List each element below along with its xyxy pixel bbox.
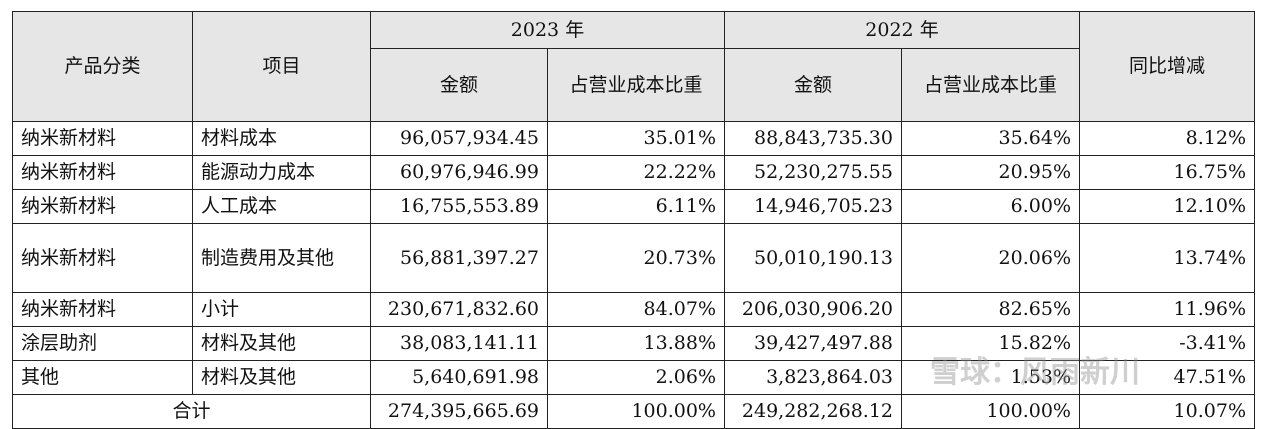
- table-row: 纳米新材料 制造费用及其他 56,881,397.27 20.73% 50,01…: [12, 223, 1255, 293]
- cell-total-yoy: 10.07%: [1079, 394, 1255, 429]
- cell-amount-2023: 16,755,553.89: [370, 189, 548, 224]
- cell-total-label: 合计: [12, 394, 371, 429]
- header-product-category: 产品分类: [12, 11, 193, 122]
- cell-amount-2022: 88,843,735.30: [724, 121, 902, 156]
- cell-item: 人工成本: [192, 189, 371, 224]
- cell-ratio-2022: 82.65%: [901, 292, 1080, 327]
- cell-amount-2022: 52,230,275.55: [724, 155, 902, 190]
- table-row: 其他 材料及其他 5,640,691.98 2.06% 3,823,864.03…: [12, 360, 1255, 395]
- cell-ratio-2022: 15.82%: [901, 326, 1080, 361]
- table-row: 纳米新材料 人工成本 16,755,553.89 6.11% 14,946,70…: [12, 189, 1255, 224]
- cell-amount-2023: 230,671,832.60: [370, 292, 548, 327]
- header-item: 项目: [192, 11, 371, 122]
- cell-ratio-2023: 13.88%: [547, 326, 725, 361]
- cell-total-amount-2022: 249,282,268.12: [724, 394, 902, 429]
- cell-amount-2022: 39,427,497.88: [724, 326, 902, 361]
- cell-ratio-2022: 35.64%: [901, 121, 1080, 156]
- header-amount-2023: 金额: [370, 48, 548, 122]
- cell-yoy: -3.41%: [1079, 326, 1255, 361]
- cell-item: 材料及其他: [192, 360, 371, 395]
- cell-amount-2023: 38,083,141.11: [370, 326, 548, 361]
- cell-ratio-2022: 20.95%: [901, 155, 1080, 190]
- cell-total-ratio-2022: 100.00%: [901, 394, 1080, 429]
- cell-yoy: 47.51%: [1079, 360, 1255, 395]
- cell-ratio-2022: 20.06%: [901, 223, 1080, 293]
- cell-amount-2022: 14,946,705.23: [724, 189, 902, 224]
- cell-total-ratio-2023: 100.00%: [547, 394, 725, 429]
- cell-yoy: 13.74%: [1079, 223, 1255, 293]
- cell-item: 小计: [192, 292, 371, 327]
- header-yoy-change: 同比增减: [1079, 11, 1255, 122]
- cell-category: 纳米新材料: [12, 292, 193, 327]
- table-row: 纳米新材料 材料成本 96,057,934.45 35.01% 88,843,7…: [12, 121, 1255, 156]
- cell-amount-2022: 3,823,864.03: [724, 360, 902, 395]
- cell-ratio-2022: 6.00%: [901, 189, 1080, 224]
- header-ratio-2022: 占营业成本比重: [901, 48, 1080, 122]
- cell-amount-2023: 96,057,934.45: [370, 121, 548, 156]
- table-row: 涂层助剂 材料及其他 38,083,141.11 13.88% 39,427,4…: [12, 326, 1255, 361]
- cell-ratio-2023: 6.11%: [547, 189, 725, 224]
- cell-yoy: 11.96%: [1079, 292, 1255, 327]
- cell-item: 材料及其他: [192, 326, 371, 361]
- cell-ratio-2023: 20.73%: [547, 223, 725, 293]
- cell-yoy: 12.10%: [1079, 189, 1255, 224]
- watermark: 雪球：风雨新川: [930, 355, 1140, 390]
- cell-ratio-2023: 22.22%: [547, 155, 725, 190]
- total-row: 合计 274,395,665.69 100.00% 249,282,268.12…: [12, 394, 1255, 429]
- cost-composition-table: 产品分类 项目 2023 年 2022 年 同比增减 金额 占营业成本比重 金额…: [12, 11, 1255, 429]
- cell-ratio-2022: 1.53%: [901, 360, 1080, 395]
- cell-category: 纳米新材料: [12, 223, 193, 293]
- cell-ratio-2023: 84.07%: [547, 292, 725, 327]
- cell-amount-2022: 206,030,906.20: [724, 292, 902, 327]
- cell-ratio-2023: 35.01%: [547, 121, 725, 156]
- cell-ratio-2023: 2.06%: [547, 360, 725, 395]
- cell-amount-2023: 5,640,691.98: [370, 360, 548, 395]
- header-amount-2022: 金额: [724, 48, 902, 122]
- cell-category: 涂层助剂: [12, 326, 193, 361]
- header-year-2023: 2023 年: [370, 11, 725, 49]
- cell-item: 材料成本: [192, 121, 371, 156]
- table-row: 纳米新材料 能源动力成本 60,976,946.99 22.22% 52,230…: [12, 155, 1255, 190]
- cell-category: 纳米新材料: [12, 155, 193, 190]
- cell-amount-2023: 60,976,946.99: [370, 155, 548, 190]
- cell-total-amount-2023: 274,395,665.69: [370, 394, 548, 429]
- table-row: 纳米新材料 小计 230,671,832.60 84.07% 206,030,9…: [12, 292, 1255, 327]
- cell-amount-2022: 50,010,190.13: [724, 223, 902, 293]
- cell-item: 能源动力成本: [192, 155, 371, 190]
- cell-amount-2023: 56,881,397.27: [370, 223, 548, 293]
- cell-category: 其他: [12, 360, 193, 395]
- header-ratio-2023: 占营业成本比重: [547, 48, 725, 122]
- cell-yoy: 8.12%: [1079, 121, 1255, 156]
- cell-yoy: 16.75%: [1079, 155, 1255, 190]
- cell-category: 纳米新材料: [12, 121, 193, 156]
- cell-item: 制造费用及其他: [192, 223, 371, 293]
- cell-category: 纳米新材料: [12, 189, 193, 224]
- header-year-2022: 2022 年: [724, 11, 1080, 49]
